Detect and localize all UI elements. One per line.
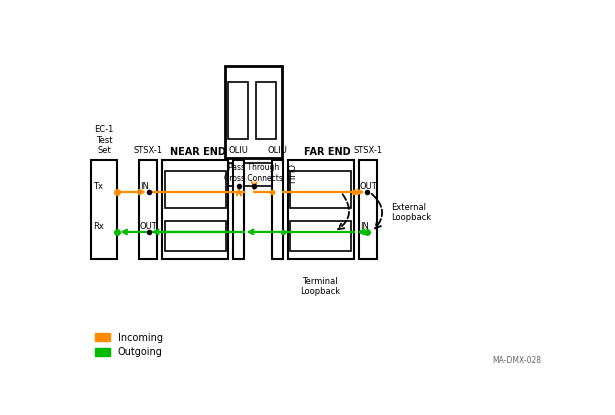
Text: STSX-1: STSX-1 <box>133 146 162 155</box>
Text: MA-DMX-028: MA-DMX-028 <box>493 356 542 364</box>
Bar <box>91 160 117 259</box>
Text: IN: IN <box>360 222 369 231</box>
Text: FAR END: FAR END <box>304 147 351 157</box>
Text: EC-1
Test
Set: EC-1 Test Set <box>95 125 114 155</box>
Bar <box>224 66 282 159</box>
Bar <box>165 221 226 251</box>
Text: Rx: Rx <box>93 222 104 231</box>
Text: OLIU: OLIU <box>229 146 248 155</box>
Text: Tx: Tx <box>93 182 103 191</box>
Bar <box>139 160 157 259</box>
Text: STSX-1: STSX-1 <box>354 146 383 155</box>
Bar <box>224 163 283 186</box>
Text: OUT: OUT <box>360 182 378 191</box>
Text: NEAR END: NEAR END <box>170 147 226 157</box>
Text: OLIU: OLIU <box>285 164 294 184</box>
Bar <box>165 171 226 208</box>
Bar <box>359 160 377 259</box>
Bar <box>272 160 283 259</box>
Bar <box>162 160 228 259</box>
Text: OLIU: OLIU <box>268 146 287 155</box>
Text: Terminal
Loopback: Terminal Loopback <box>300 277 340 296</box>
Bar <box>290 221 351 251</box>
Bar <box>290 171 351 208</box>
Text: IN: IN <box>140 182 149 191</box>
Legend: Incoming, Outgoing: Incoming, Outgoing <box>91 329 167 361</box>
Bar <box>256 82 276 139</box>
Bar <box>233 160 244 259</box>
Text: Pass Through
Cross Connects: Pass Through Cross Connects <box>224 163 283 183</box>
Text: OUT: OUT <box>140 222 157 231</box>
Bar <box>228 82 248 139</box>
Text: External
Loopback: External Loopback <box>391 203 432 222</box>
Bar <box>288 160 354 259</box>
